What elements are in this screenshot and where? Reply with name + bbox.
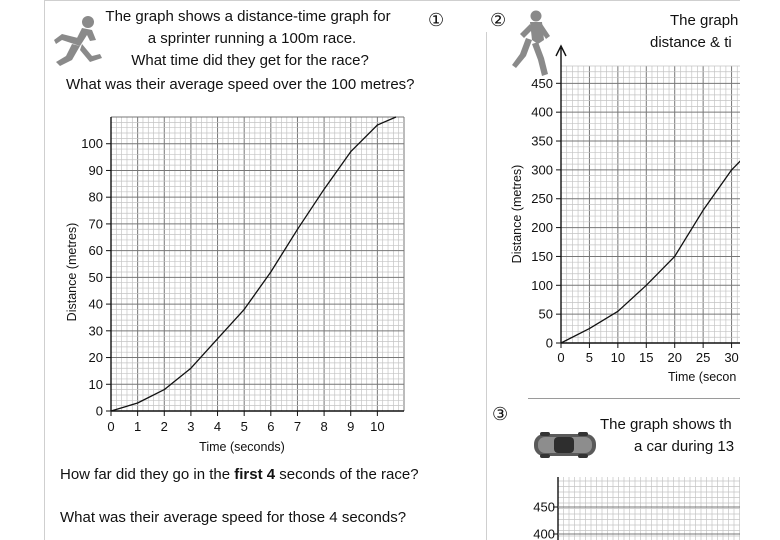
q1-x-tick-label: 3 bbox=[187, 419, 194, 434]
q1-y-tick-label: 10 bbox=[89, 377, 103, 392]
q2-x-tick-label: 0 bbox=[557, 350, 564, 365]
q2-x-tick-label: 30 bbox=[724, 350, 738, 365]
q2-y-axis-arrow bbox=[555, 44, 567, 57]
q3-y-tick-label: 450 bbox=[533, 500, 555, 515]
q1-y-tick-label: 100 bbox=[81, 136, 103, 151]
q2-x-tick-label: 15 bbox=[639, 350, 653, 365]
q1-x-tick-label: 6 bbox=[267, 419, 274, 434]
q2-number: ② bbox=[490, 10, 507, 30]
q1-title-line-1: The graph shows a distance-time graph fo… bbox=[105, 8, 391, 25]
worksheet-page bbox=[44, 0, 740, 540]
q1-x-tick-label: 2 bbox=[161, 419, 168, 434]
q1-x-tick-label: 8 bbox=[320, 419, 327, 434]
q1-question-first-pre: How far did they go in the bbox=[60, 466, 235, 483]
q1-y-tick-label: 90 bbox=[89, 163, 103, 178]
q2-y-tick-label: 0 bbox=[546, 336, 553, 351]
q2-y-tick-label: 150 bbox=[531, 249, 553, 264]
q2-y-tick-label: 200 bbox=[531, 220, 553, 235]
q2-y-tick-label: 300 bbox=[531, 162, 553, 177]
q3-title-line-1: The graph shows th bbox=[600, 416, 732, 433]
q2-y-tick-label: 250 bbox=[531, 191, 553, 206]
q1-x-tick-label: 4 bbox=[214, 419, 221, 434]
q2-x-axis-label: Time (secon bbox=[668, 370, 736, 384]
q2-series-line bbox=[560, 160, 740, 344]
q1-x-axis-label: Time (seconds) bbox=[199, 440, 285, 454]
q2-x-tick-label: 20 bbox=[667, 350, 681, 365]
q2-x-tick-label: 10 bbox=[611, 350, 625, 365]
q1-question-speed: What was their average speed over the 10… bbox=[66, 76, 415, 93]
q1-question-first-bold: first 4 bbox=[234, 466, 276, 483]
q3-y-tick-label: 400 bbox=[533, 527, 555, 540]
q1-x-tick-label: 7 bbox=[294, 419, 301, 434]
q1-y-tick-label: 20 bbox=[89, 350, 103, 365]
q1-question-first-post: seconds of the race? bbox=[275, 466, 419, 483]
q2-y-tick-label: 450 bbox=[531, 76, 553, 91]
q1-x-tick-label: 9 bbox=[347, 419, 354, 434]
q1-y-tick-label: 40 bbox=[89, 297, 103, 312]
q1-y-tick-label: 70 bbox=[89, 216, 103, 231]
car-icon bbox=[534, 432, 596, 458]
q2-y-tick-label: 400 bbox=[531, 105, 553, 120]
q1-number: ① bbox=[428, 10, 445, 30]
q1-x-tick-label: 10 bbox=[370, 419, 384, 434]
sprinter-icon bbox=[54, 16, 102, 66]
q2-x-tick-label: 25 bbox=[696, 350, 710, 365]
q1-y-tick-label: 50 bbox=[89, 270, 103, 285]
q1-y-tick-label: 60 bbox=[89, 243, 103, 258]
q1-title-line-3: What time did they get for the race? bbox=[131, 52, 369, 69]
q3-number: ③ bbox=[492, 404, 509, 424]
q1-title-line-2: a sprinter running a 100m race. bbox=[147, 30, 357, 47]
q1-x-tick-label: 1 bbox=[134, 419, 141, 434]
q2-y-tick-label: 50 bbox=[539, 307, 553, 322]
q2-x-tick-label: 5 bbox=[586, 350, 593, 365]
q1-series-line bbox=[110, 116, 397, 412]
runner-icon bbox=[512, 10, 550, 76]
q2-y-tick-label: 100 bbox=[531, 278, 553, 293]
q3-title-line-2: a car during 13 bbox=[634, 438, 735, 455]
q1-y-tick-label: 30 bbox=[89, 323, 103, 338]
q1-x-tick-label: 0 bbox=[107, 419, 114, 434]
section-divider bbox=[528, 398, 740, 399]
q1-y-tick-label: 80 bbox=[89, 190, 103, 205]
q1-question-first: How far did they go in the first 4 secon… bbox=[60, 466, 419, 484]
q1-question-speed4: What was their average speed for those 4… bbox=[60, 509, 407, 526]
q2-y-tick-label: 350 bbox=[531, 134, 553, 149]
q1-y-tick-label: 0 bbox=[96, 404, 103, 419]
q1-y-axis-label: Distance (metres) bbox=[65, 223, 79, 322]
column-divider bbox=[486, 32, 487, 540]
q2-y-axis-label: Distance (metres) bbox=[510, 165, 524, 264]
worksheet: The graph shows a distance-time graph fo… bbox=[44, 0, 740, 540]
q1-x-tick-label: 5 bbox=[241, 419, 248, 434]
q2-title-line-1: The graph bbox=[670, 12, 739, 29]
q2-title-line-2: distance & ti bbox=[650, 34, 732, 51]
